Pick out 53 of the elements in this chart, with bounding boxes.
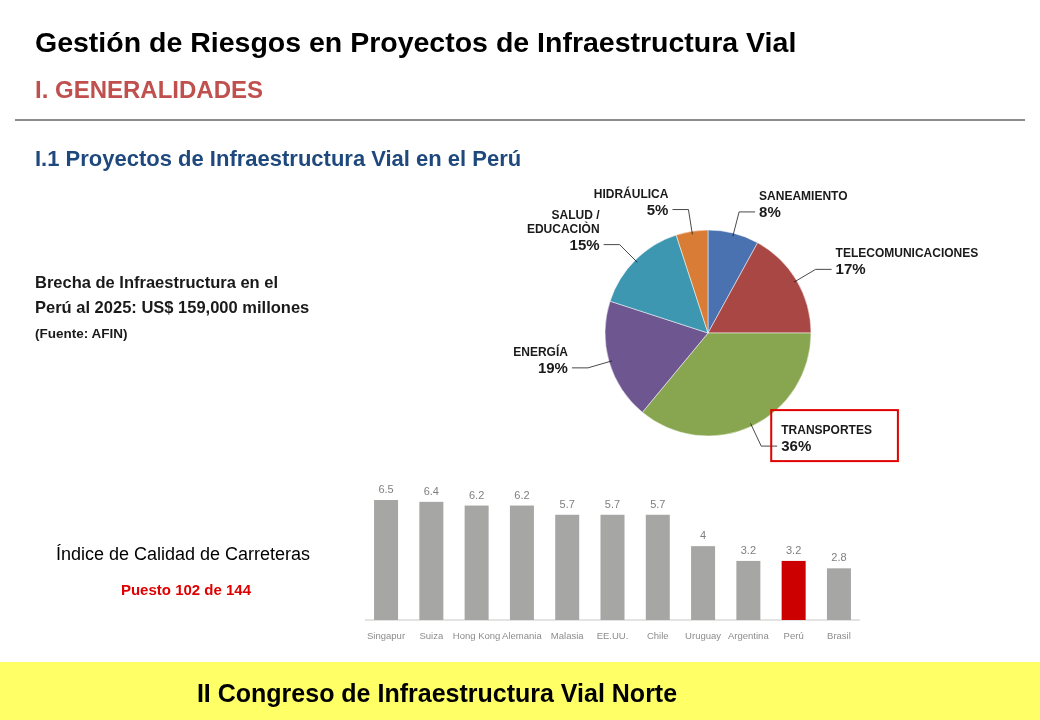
text: I.1 Proyectos de Infraestructura Vial en el Perú: [35, 146, 522, 171]
x-tick-label: Hong Kong: [452, 630, 501, 641]
data-label: 15%: [569, 235, 600, 253]
x-tick-label: Malasia: [550, 630, 585, 641]
x-tick-label: Uruguay: [685, 630, 722, 641]
slice-label: TRANSPORTES: [781, 423, 872, 438]
bar: [826, 568, 851, 620]
data-label: 17%: [835, 260, 866, 278]
slice-label: SANEAMIENTO: [759, 188, 848, 203]
data-label: 6.5: [378, 483, 394, 495]
slice-label: HIDRÁULICA: [593, 185, 669, 201]
data-label: 5.7: [604, 497, 621, 510]
x-tick-label: Singapur: [367, 630, 406, 641]
bar: [419, 501, 444, 620]
data-label: 4: [700, 529, 707, 542]
text: II Congreso de Infraestructura Vial Norte: [196, 679, 678, 707]
text: (Fuente: AFIN): [35, 326, 128, 341]
bar: [691, 546, 716, 620]
x-tick-label: Brasil: [827, 630, 851, 641]
bar: [555, 514, 580, 620]
bar: [374, 500, 399, 620]
data-label: 6.4: [423, 484, 439, 497]
x-tick-label: Argentina: [728, 630, 770, 641]
text: Índice de Calidad de Carreteras: [55, 544, 311, 564]
bar: [645, 514, 670, 620]
data-label: 6.2: [468, 488, 485, 501]
data-label: 36%: [781, 437, 812, 455]
bar: [464, 505, 489, 620]
data-label: 6.2: [514, 488, 530, 501]
bar: [509, 505, 534, 620]
x-tick-label: EE.UU.: [596, 630, 629, 641]
data-label: 5%: [646, 200, 669, 218]
chart-title: Gestión de Riesgos en Proyectos de Infraestructura Vial: [35, 26, 797, 58]
x-tick-label: Chile: [646, 630, 669, 641]
bar: [781, 560, 806, 620]
x-tick-label: Alemania: [502, 630, 543, 641]
x-tick-label: Suiza: [419, 630, 444, 641]
data-label: 19%: [537, 358, 568, 376]
text: I. GENERALIDADES: [35, 76, 264, 103]
slice-label: ENERGÍA: [513, 343, 569, 359]
data-label: 2.8: [831, 551, 847, 564]
data-label: 3.2: [740, 543, 757, 556]
data-label: 8%: [759, 202, 781, 220]
data-label: 5.7: [650, 497, 666, 510]
data-label: 5.7: [559, 497, 575, 510]
slice-label: SALUD / EDUCACIÒN: [526, 207, 601, 236]
bar: [600, 514, 625, 620]
data-label: 3.2: [786, 543, 802, 556]
slice-label: TELECOMUNICACIONES: [835, 246, 979, 261]
x-tick-label: Perú: [783, 630, 804, 641]
text: Brecha de Infraestructura en el Perú al 2025: US$ 159,000 millones: [35, 273, 310, 316]
text: Puesto 102 de 144: [120, 581, 252, 598]
bar: [736, 560, 761, 620]
